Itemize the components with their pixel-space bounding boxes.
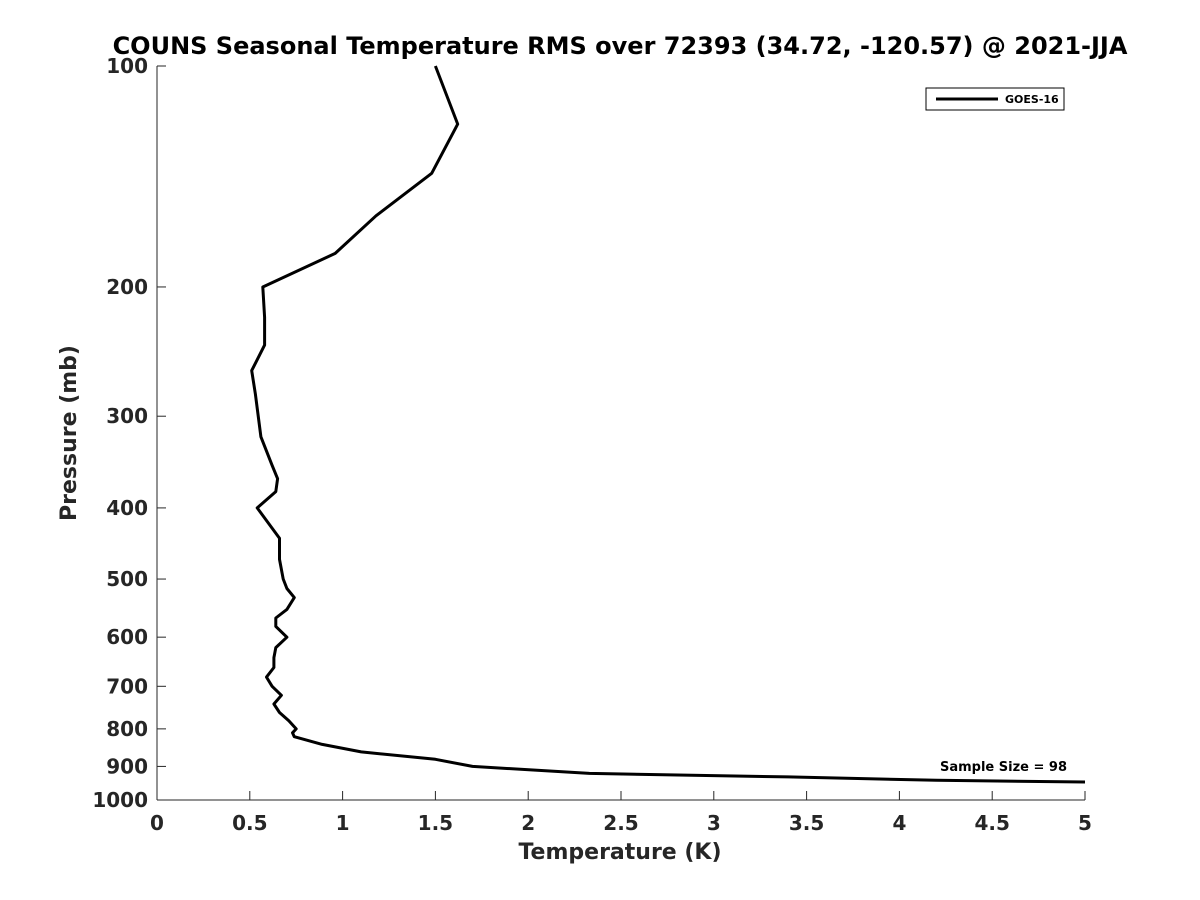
y-tick-label: 400 [106, 496, 148, 520]
x-axis-label: Temperature (K) [518, 840, 721, 865]
x-tick-label: 4 [892, 811, 906, 835]
x-tick-label: 3 [707, 811, 721, 835]
x-tick-label: 2 [521, 811, 535, 835]
series-line-goes-16 [250, 65, 1086, 784]
x-tick-label: 1.5 [418, 811, 453, 835]
legend-label-goes-16: GOES-16 [1005, 93, 1059, 106]
sample-size-annotation: Sample Size = 98 [940, 760, 1067, 775]
x-tick-label: 0.5 [232, 811, 267, 835]
y-tick-label: 1000 [92, 788, 148, 812]
x-tick-label: 3.5 [789, 811, 824, 835]
y-tick-label: 800 [106, 717, 148, 741]
x-tick-label: 1 [336, 811, 350, 835]
y-tick-label: 600 [106, 625, 148, 649]
y-tick-label: 700 [106, 674, 148, 698]
x-tick-label: 0 [150, 811, 164, 835]
y-axis-label: Pressure (mb) [57, 345, 82, 521]
legend: GOES-16 [925, 87, 1065, 111]
y-tick-label: 500 [106, 567, 148, 591]
x-tick-label: 2.5 [603, 811, 638, 835]
chart-title: COUNS Seasonal Temperature RMS over 7239… [113, 32, 1128, 60]
y-tick-label: 100 [106, 54, 148, 78]
x-tick-label: 5 [1078, 811, 1092, 835]
x-tick-label: 4.5 [974, 811, 1009, 835]
y-tick-label: 200 [106, 275, 148, 299]
y-tick-label: 900 [106, 754, 148, 778]
y-tick-label: 300 [106, 404, 148, 428]
